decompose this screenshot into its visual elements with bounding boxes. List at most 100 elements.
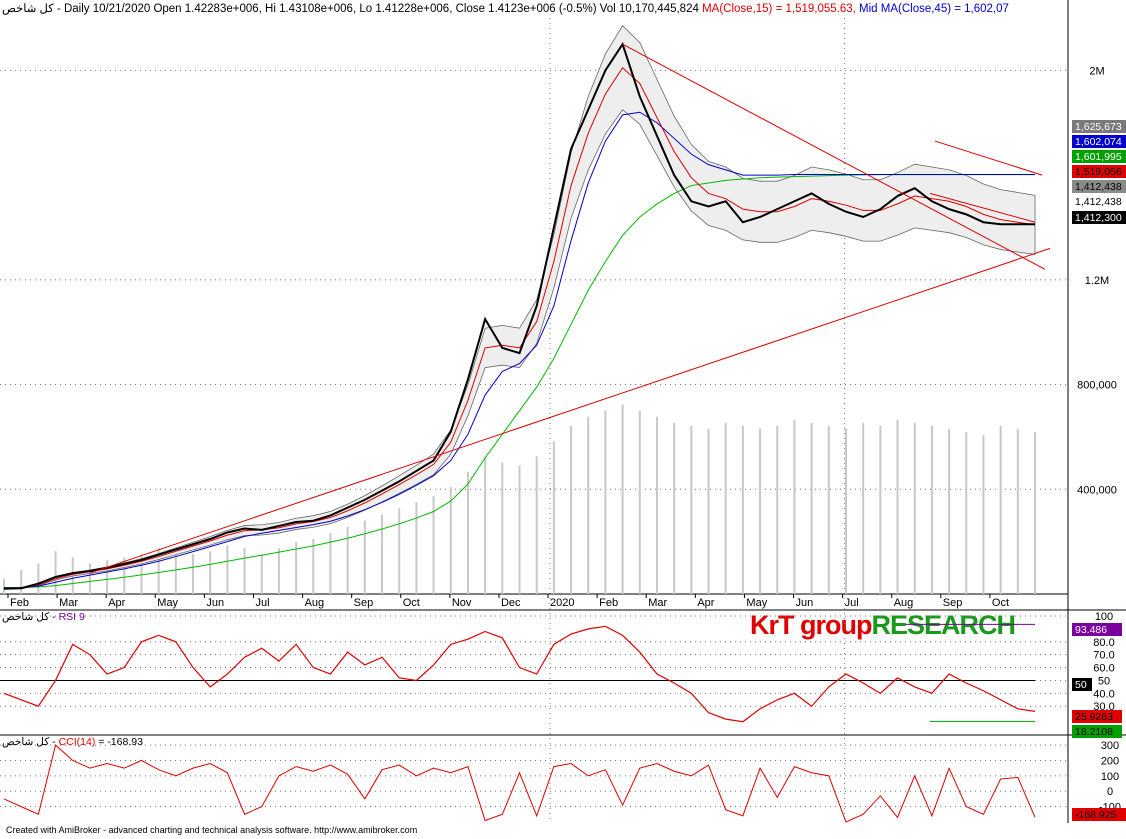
volume-bar bbox=[793, 419, 796, 594]
price-value-tag bbox=[1072, 180, 1126, 193]
rsi-value-tag-text: 25.9263 bbox=[1075, 711, 1113, 723]
volume-bar bbox=[896, 419, 899, 594]
rsi-y-tick-label: 50 bbox=[1098, 675, 1110, 687]
volume-bar bbox=[174, 551, 177, 594]
cci-label: CCI(14) bbox=[58, 736, 96, 748]
volume-bar bbox=[37, 563, 40, 594]
volume-bar bbox=[965, 431, 968, 594]
x-axis-month-label: Apr bbox=[108, 597, 125, 609]
long-trendline bbox=[89, 247, 1051, 574]
volume-bar bbox=[1016, 428, 1019, 594]
price-line bbox=[3, 41, 1035, 590]
rsi-header: کل شاخص - RSI 9 bbox=[2, 611, 85, 623]
price-value-tag bbox=[1072, 150, 1126, 163]
cci-header: کل شاخص - CCI(14) = -168.93 bbox=[2, 736, 143, 748]
volume-bar bbox=[466, 471, 469, 594]
rsi-y-tick-label: 60.0 bbox=[1093, 663, 1114, 675]
volume-bar bbox=[638, 410, 641, 594]
cci-y-tick-label: 200 bbox=[1101, 755, 1119, 767]
volume-bar bbox=[54, 551, 57, 594]
volume-bar bbox=[398, 508, 401, 594]
volume-bar bbox=[226, 545, 229, 594]
price-value-tag-text: 1,412,300 bbox=[1075, 212, 1122, 224]
volume-bar bbox=[535, 456, 538, 594]
x-axis-month-label: May bbox=[746, 597, 767, 609]
volume-bar bbox=[655, 416, 658, 594]
cci-line bbox=[3, 744, 1036, 823]
volume-bar bbox=[948, 428, 951, 594]
price-value-tag bbox=[1072, 195, 1126, 208]
volume-bar bbox=[157, 548, 160, 594]
volume-bar bbox=[1034, 431, 1036, 594]
volume-bar bbox=[449, 487, 452, 594]
rsi-value-tag-text: 50 bbox=[1075, 679, 1087, 691]
ohlc-info: - Daily 10/21/2020 Open 1.42283e+006, Hi… bbox=[53, 3, 703, 15]
volume-bar bbox=[741, 425, 744, 594]
rsi-label: RSI 9 bbox=[58, 611, 85, 623]
volume-bar bbox=[243, 548, 246, 594]
rsi-line bbox=[3, 625, 1036, 723]
price-value-tag bbox=[1072, 135, 1126, 148]
volume-bar bbox=[277, 548, 280, 594]
volume-bar bbox=[192, 554, 195, 594]
volume-bar bbox=[415, 502, 418, 594]
volume-bar bbox=[913, 422, 916, 594]
channel-upper-line bbox=[934, 140, 1043, 176]
price-y-tick-label: 1.2M bbox=[1085, 275, 1109, 287]
price-value-tag bbox=[1072, 211, 1126, 224]
volume-bar bbox=[3, 578, 5, 594]
volume-bar bbox=[862, 422, 865, 594]
price-value-tag-text: 1,602,074 bbox=[1075, 136, 1122, 148]
volume-bar bbox=[484, 456, 487, 594]
symbol-label: کل شاخص bbox=[2, 3, 54, 15]
rsi-sep: - bbox=[49, 611, 59, 623]
x-axis-month-label: Jun bbox=[796, 597, 814, 609]
volume-bar bbox=[209, 551, 212, 594]
x-axis-month-label: Oct bbox=[403, 597, 420, 609]
x-axis-month-label: May bbox=[157, 597, 178, 609]
price-y-tick-label: 400,000 bbox=[1077, 484, 1117, 496]
cci-y-tick-label: 0 bbox=[1107, 786, 1113, 798]
price-value-tag bbox=[1072, 120, 1126, 133]
rsi-y-tick-label: 80.0 bbox=[1093, 637, 1114, 649]
rsi-value-tag bbox=[1072, 710, 1122, 723]
x-axis-month-label: Nov bbox=[452, 597, 472, 609]
x-axis-month-label: Aug bbox=[305, 597, 325, 609]
volume-bar bbox=[759, 428, 762, 594]
x-axis-month-label: Aug bbox=[894, 597, 914, 609]
mid-ma-line bbox=[4, 111, 1035, 589]
volume-bar bbox=[999, 425, 1002, 594]
volume-bar bbox=[20, 569, 23, 594]
rsi-value-tag bbox=[1072, 725, 1122, 738]
downtrend-line bbox=[622, 43, 1046, 270]
cci-value: = -168.93 bbox=[95, 736, 143, 748]
ma15-legend: MA(Close,15) = 1,519,055.63, bbox=[702, 3, 856, 15]
rsi-value-tag bbox=[1072, 623, 1122, 636]
volume-bar bbox=[295, 542, 298, 594]
volume-bar bbox=[707, 428, 710, 594]
x-axis-month-label: Feb bbox=[599, 597, 618, 609]
volume-bar bbox=[552, 441, 555, 594]
cci-value-tag bbox=[1072, 808, 1126, 821]
volume-bar bbox=[879, 425, 882, 594]
volume-bar bbox=[432, 496, 435, 594]
x-axis-month-label: Jul bbox=[845, 597, 859, 609]
cci-y-tick-label: 300 bbox=[1101, 740, 1119, 752]
volume-bar bbox=[810, 422, 813, 594]
bollinger-band bbox=[3, 25, 1036, 590]
x-axis-month-label: Jun bbox=[206, 597, 224, 609]
price-value-tag-text: 1,412,438 bbox=[1075, 181, 1122, 193]
rsi-value-tag-text: 93.486 bbox=[1075, 624, 1107, 636]
rsi-y-tick-label: 40.0 bbox=[1093, 688, 1114, 700]
volume-bar bbox=[587, 416, 590, 594]
volume-bar bbox=[827, 425, 830, 594]
x-axis-month-label: Sep bbox=[943, 597, 963, 609]
volume-bar bbox=[140, 554, 143, 594]
brand-part2: RESEARCH bbox=[871, 610, 1016, 640]
volume-bar bbox=[930, 425, 933, 594]
rsi-value-tag-text: 18.2108 bbox=[1075, 726, 1113, 738]
brand-watermark: KrT groupRESEARCH bbox=[750, 610, 1016, 641]
volume-bar bbox=[312, 538, 315, 594]
volume-bar bbox=[621, 404, 624, 594]
